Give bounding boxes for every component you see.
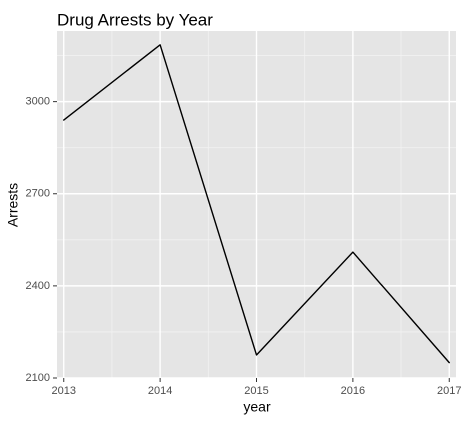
y-tick-label: 3000	[26, 96, 50, 108]
x-axis-label: year	[243, 399, 271, 415]
y-tick-label: 2400	[26, 280, 50, 292]
y-tick-label: 2700	[26, 188, 50, 200]
y-tick-label: 2100	[26, 372, 50, 384]
x-tick-label: 2016	[341, 385, 365, 397]
chart-title: Drug Arrests by Year	[57, 10, 213, 29]
x-tick-label: 2017	[437, 385, 461, 397]
y-axis-label: Arrests	[5, 183, 21, 227]
x-tick-label: 2015	[244, 385, 268, 397]
x-tick-label: 2013	[52, 385, 76, 397]
x-tick-label: 2014	[148, 385, 172, 397]
